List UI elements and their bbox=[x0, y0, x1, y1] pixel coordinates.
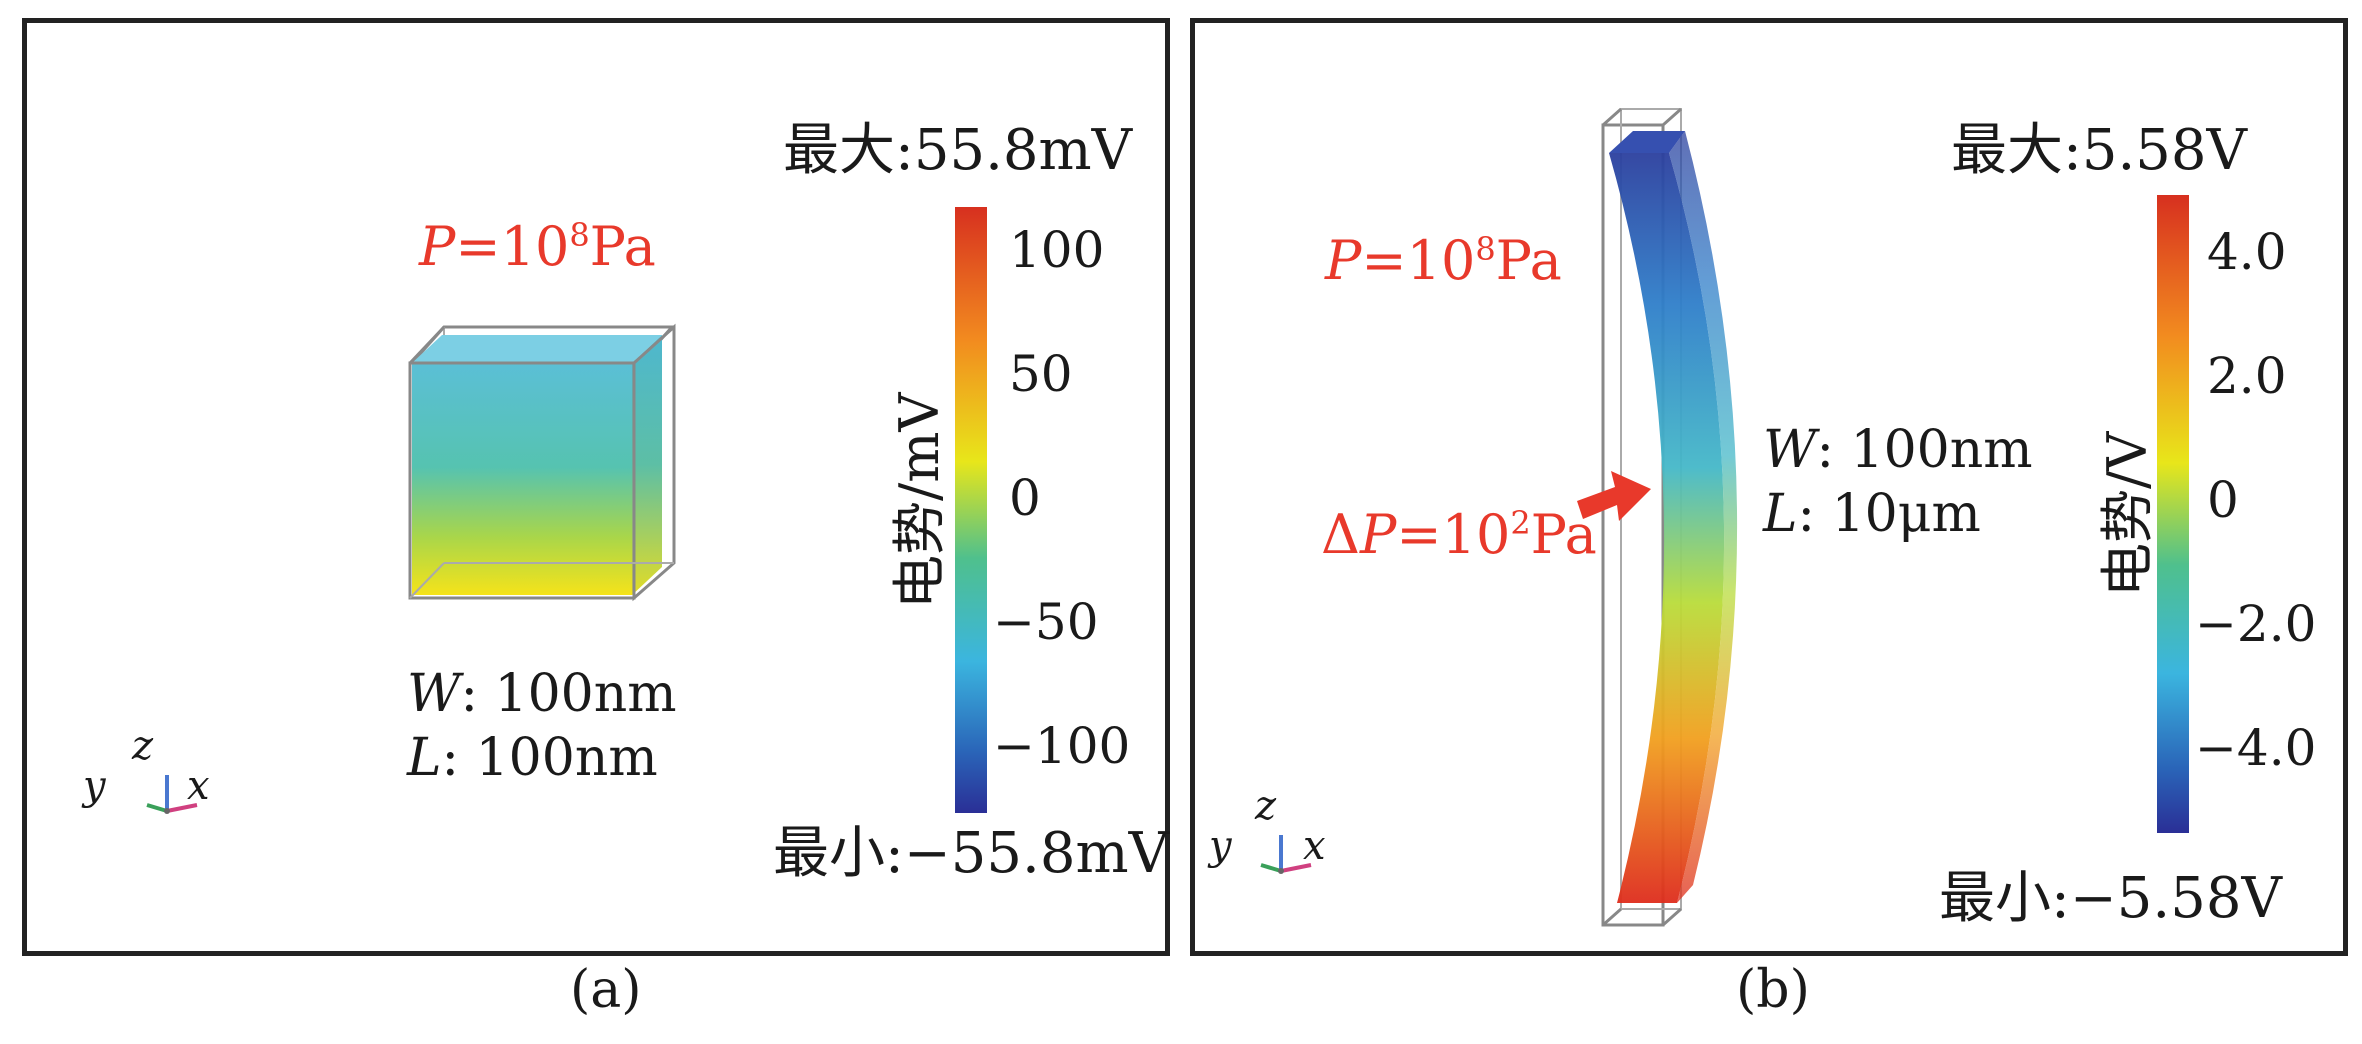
colorbar-tick: 50 bbox=[1009, 345, 1073, 403]
axis-z-label: z bbox=[132, 723, 154, 769]
caption-a: (a) bbox=[570, 960, 642, 1020]
colorbar-tick: −2.0 bbox=[2195, 595, 2317, 653]
delta-exponent: 2 bbox=[1510, 504, 1531, 542]
min-value-label: 最小:−55.8mV bbox=[773, 821, 1170, 886]
delta-value: =10 bbox=[1396, 503, 1511, 566]
pressure-value: =10 bbox=[455, 215, 570, 278]
min-value-label: 最小:−5.58V bbox=[1939, 866, 2282, 931]
pressure-symbol: P bbox=[1325, 229, 1362, 292]
axis-x-label: x bbox=[1303, 823, 1326, 869]
width-dimension: W: 100nm bbox=[407, 663, 677, 725]
width-dimension: W: 100nm bbox=[1763, 419, 2033, 481]
axis-triad bbox=[1260, 835, 1312, 874]
width-symbol: W bbox=[1763, 420, 1817, 480]
beam-model bbox=[1601, 107, 1738, 927]
colorbar-tick: 2.0 bbox=[2207, 347, 2287, 405]
colorbar bbox=[955, 207, 987, 813]
caption-b: (b) bbox=[1736, 960, 1810, 1020]
axis-x-label: x bbox=[187, 763, 210, 809]
colorbar-tick: 100 bbox=[1009, 221, 1105, 279]
pressure-label: P=108Pa bbox=[1325, 229, 1562, 292]
colorbar-tick: −100 bbox=[993, 717, 1131, 775]
pressure-unit: Pa bbox=[1495, 229, 1562, 292]
colorbar-tick: 4.0 bbox=[2207, 223, 2287, 281]
pressure-label: P=108Pa bbox=[419, 215, 656, 278]
width-value: : 100nm bbox=[460, 664, 677, 724]
pressure-exponent: 8 bbox=[1475, 230, 1496, 268]
axis-y-label: y bbox=[1209, 823, 1232, 869]
width-value: : 100nm bbox=[1816, 420, 2033, 480]
length-symbol: L bbox=[1763, 484, 1798, 544]
delta-pressure-label: ΔP=102Pa bbox=[1321, 503, 1597, 566]
pressure-unit: Pa bbox=[589, 215, 656, 278]
delta-symbol: P bbox=[1360, 503, 1397, 566]
length-dimension: L: 100nm bbox=[407, 727, 658, 789]
pressure-arrow-icon bbox=[1577, 471, 1651, 521]
length-dimension: L: 10μm bbox=[1763, 483, 1981, 545]
length-symbol: L bbox=[407, 728, 442, 788]
axis-y-label: y bbox=[83, 763, 106, 809]
colorbar bbox=[2157, 195, 2189, 833]
max-value-label: 最大:5.58V bbox=[1951, 118, 2247, 183]
colorbar-tick: −4.0 bbox=[2195, 719, 2317, 777]
length-value: : 10μm bbox=[1797, 484, 1981, 544]
pressure-symbol: P bbox=[419, 215, 456, 278]
colorbar-title: 电势/V bbox=[2096, 431, 2159, 597]
colorbar-tick: −50 bbox=[993, 593, 1099, 651]
colorbar-tick: 0 bbox=[2207, 471, 2239, 529]
colorbar-title: 电势/mV bbox=[888, 392, 951, 609]
panel-a: 最大:55.8mV 最小:−55.8mV P=108Pa W: 100nm L:… bbox=[22, 18, 1170, 956]
delta-prefix: Δ bbox=[1321, 503, 1360, 566]
panel-b: 最大:5.58V 最小:−5.58V P=108Pa ΔP=102Pa W: 1… bbox=[1190, 18, 2348, 956]
length-value: : 100nm bbox=[441, 728, 658, 788]
cube-model bbox=[408, 323, 676, 602]
pressure-exponent: 8 bbox=[569, 216, 590, 254]
axis-triad bbox=[146, 775, 198, 814]
colorbar-tick: 0 bbox=[1009, 469, 1041, 527]
pressure-value: =10 bbox=[1361, 229, 1476, 292]
width-symbol: W bbox=[407, 664, 461, 724]
axis-z-label: z bbox=[1255, 783, 1277, 829]
max-value-label: 最大:55.8mV bbox=[783, 118, 1133, 183]
